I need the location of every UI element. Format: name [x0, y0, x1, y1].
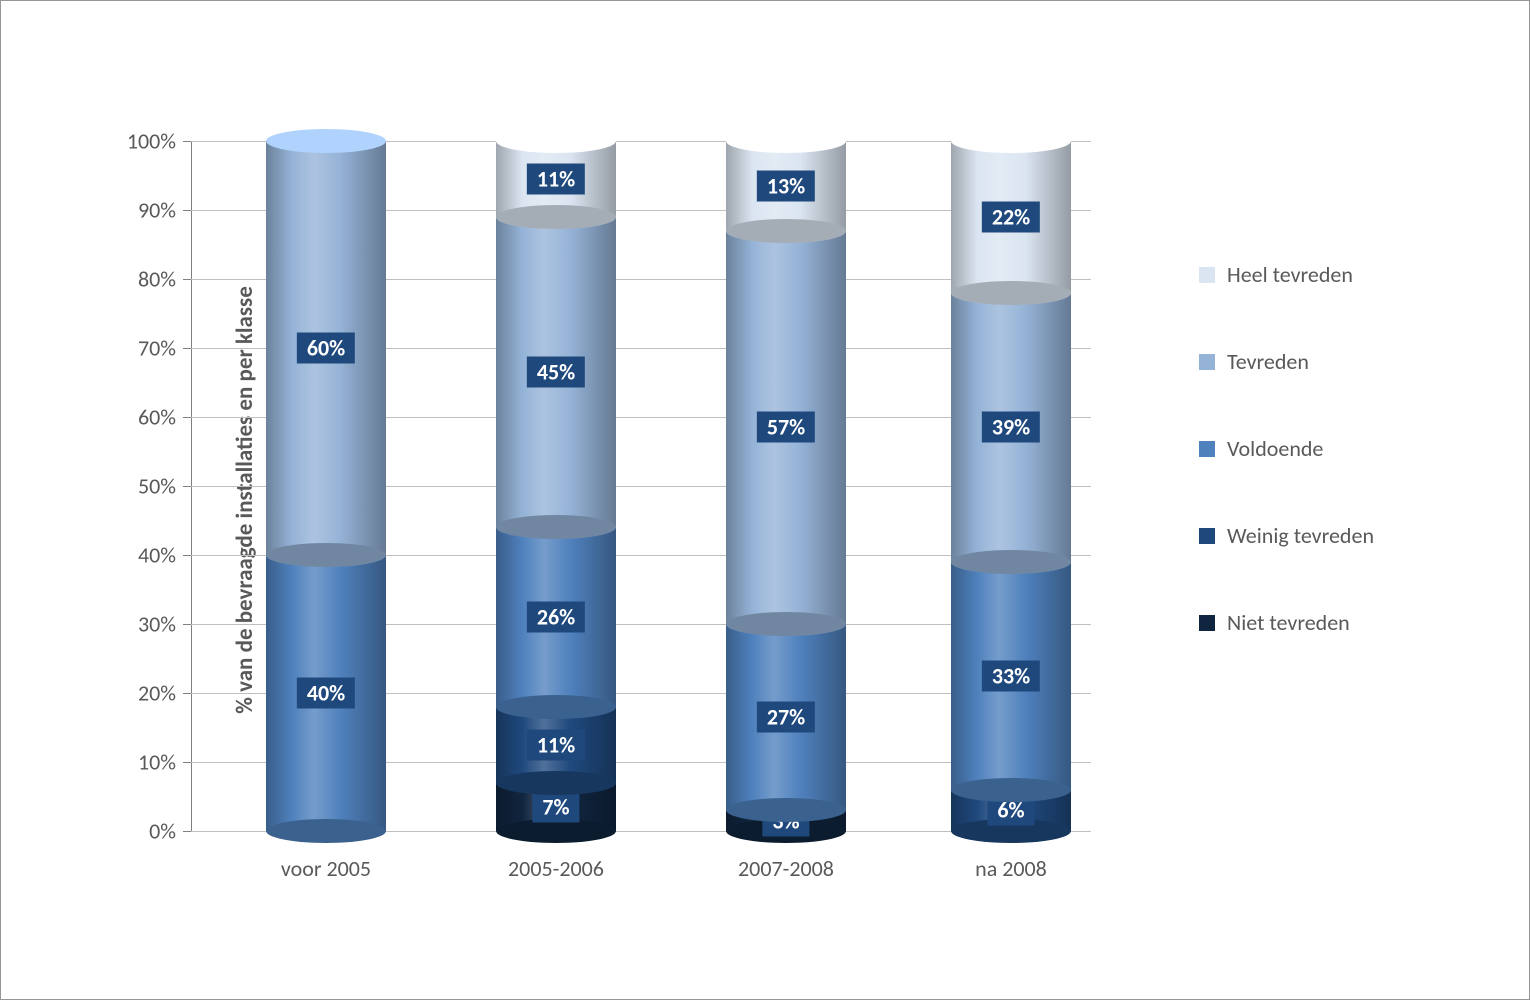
cylinder-top-ellipse [266, 129, 386, 153]
legend-item: Voldoende [1199, 435, 1469, 462]
y-tick-label: 80% [116, 266, 176, 293]
cylinder-bottom-ellipse [951, 550, 1071, 574]
y-tick-label: 70% [116, 335, 176, 362]
legend-label: Tevreden [1227, 348, 1309, 375]
segment-label: 11% [527, 729, 585, 760]
y-tick [183, 693, 191, 694]
x-category-label: na 2008 [911, 855, 1111, 882]
chart-frame: % van de bevraagde installaties en per k… [0, 0, 1530, 1000]
legend-item: Tevreden [1199, 348, 1469, 375]
x-category-label: 2005-2006 [456, 855, 656, 882]
y-tick-label: 30% [116, 611, 176, 638]
legend-item: Niet tevreden [1199, 609, 1469, 636]
cylinder: 3%27%57%13% [726, 141, 846, 831]
cylinder-bottom-ellipse [496, 771, 616, 795]
legend-item: Heel tevreden [1199, 261, 1469, 288]
y-tick-label: 40% [116, 542, 176, 569]
y-tick [183, 486, 191, 487]
cylinder-bottom-ellipse [496, 695, 616, 719]
cylinder-bottom-ellipse [496, 205, 616, 229]
legend-swatch [1199, 354, 1215, 370]
legend-swatch [1199, 267, 1215, 283]
y-tick [183, 141, 191, 142]
cylinder: 40% 60% [266, 141, 386, 831]
segment-label: 26% [527, 602, 585, 633]
y-tick [183, 210, 191, 211]
legend-swatch [1199, 615, 1215, 631]
y-tick-label: 100% [116, 128, 176, 155]
legend-label: Heel tevreden [1227, 261, 1353, 288]
segment-label: 57% [757, 412, 815, 443]
cylinder-bottom-ellipse [726, 612, 846, 636]
segment-label: 45% [527, 357, 585, 388]
cylinder-top-ellipse [726, 129, 846, 153]
cylinder-bottom-ellipse [496, 819, 616, 843]
y-tick-label: 20% [116, 680, 176, 707]
segment-label: 11% [527, 163, 585, 194]
y-tick [183, 762, 191, 763]
x-category-label: voor 2005 [226, 855, 426, 882]
segment-label: 33% [982, 660, 1040, 691]
y-tick-label: 60% [116, 404, 176, 431]
legend-label: Weinig tevreden [1227, 522, 1374, 549]
segment-label: 40% [297, 678, 355, 709]
cylinder: 6%33%39%22% [951, 141, 1071, 831]
y-tick [183, 417, 191, 418]
legend: Heel tevreden Tevreden Voldoende Weinig tev… [1199, 261, 1469, 696]
y-tick [183, 348, 191, 349]
y-tick-label: 0% [116, 818, 176, 845]
cylinder-top-ellipse [496, 129, 616, 153]
y-tick-label: 50% [116, 473, 176, 500]
plot-area: 40%60%7%11%26%45%11%3%27%57%13%6%33%39%2… [191, 141, 1091, 831]
legend-swatch [1199, 528, 1215, 544]
cylinder: 7% 11% 26% 45% 11% [496, 141, 616, 831]
cylinder-bottom-ellipse [951, 281, 1071, 305]
segment-label: 27% [757, 702, 815, 733]
legend-label: Voldoende [1227, 435, 1323, 462]
legend-label: Niet tevreden [1227, 609, 1350, 636]
y-tick [183, 831, 191, 832]
segment-label: 13% [757, 170, 815, 201]
segment-label: 39% [982, 412, 1040, 443]
legend-item: Weinig tevreden [1199, 522, 1469, 549]
y-tick [183, 279, 191, 280]
cylinder-bottom-ellipse [266, 543, 386, 567]
x-category-label: 2007-2008 [686, 855, 886, 882]
y-tick [183, 624, 191, 625]
segment-label: 22% [982, 201, 1040, 232]
y-tick [183, 555, 191, 556]
cylinder-bottom-ellipse [266, 819, 386, 843]
y-tick-label: 90% [116, 197, 176, 224]
segment-label: 7% [532, 791, 579, 822]
y-tick-label: 10% [116, 749, 176, 776]
cylinder-bottom-ellipse [726, 219, 846, 243]
cylinder-top-ellipse [951, 129, 1071, 153]
cylinder-bottom-ellipse [951, 778, 1071, 802]
segment-label: 60% [297, 333, 355, 364]
legend-swatch [1199, 441, 1215, 457]
